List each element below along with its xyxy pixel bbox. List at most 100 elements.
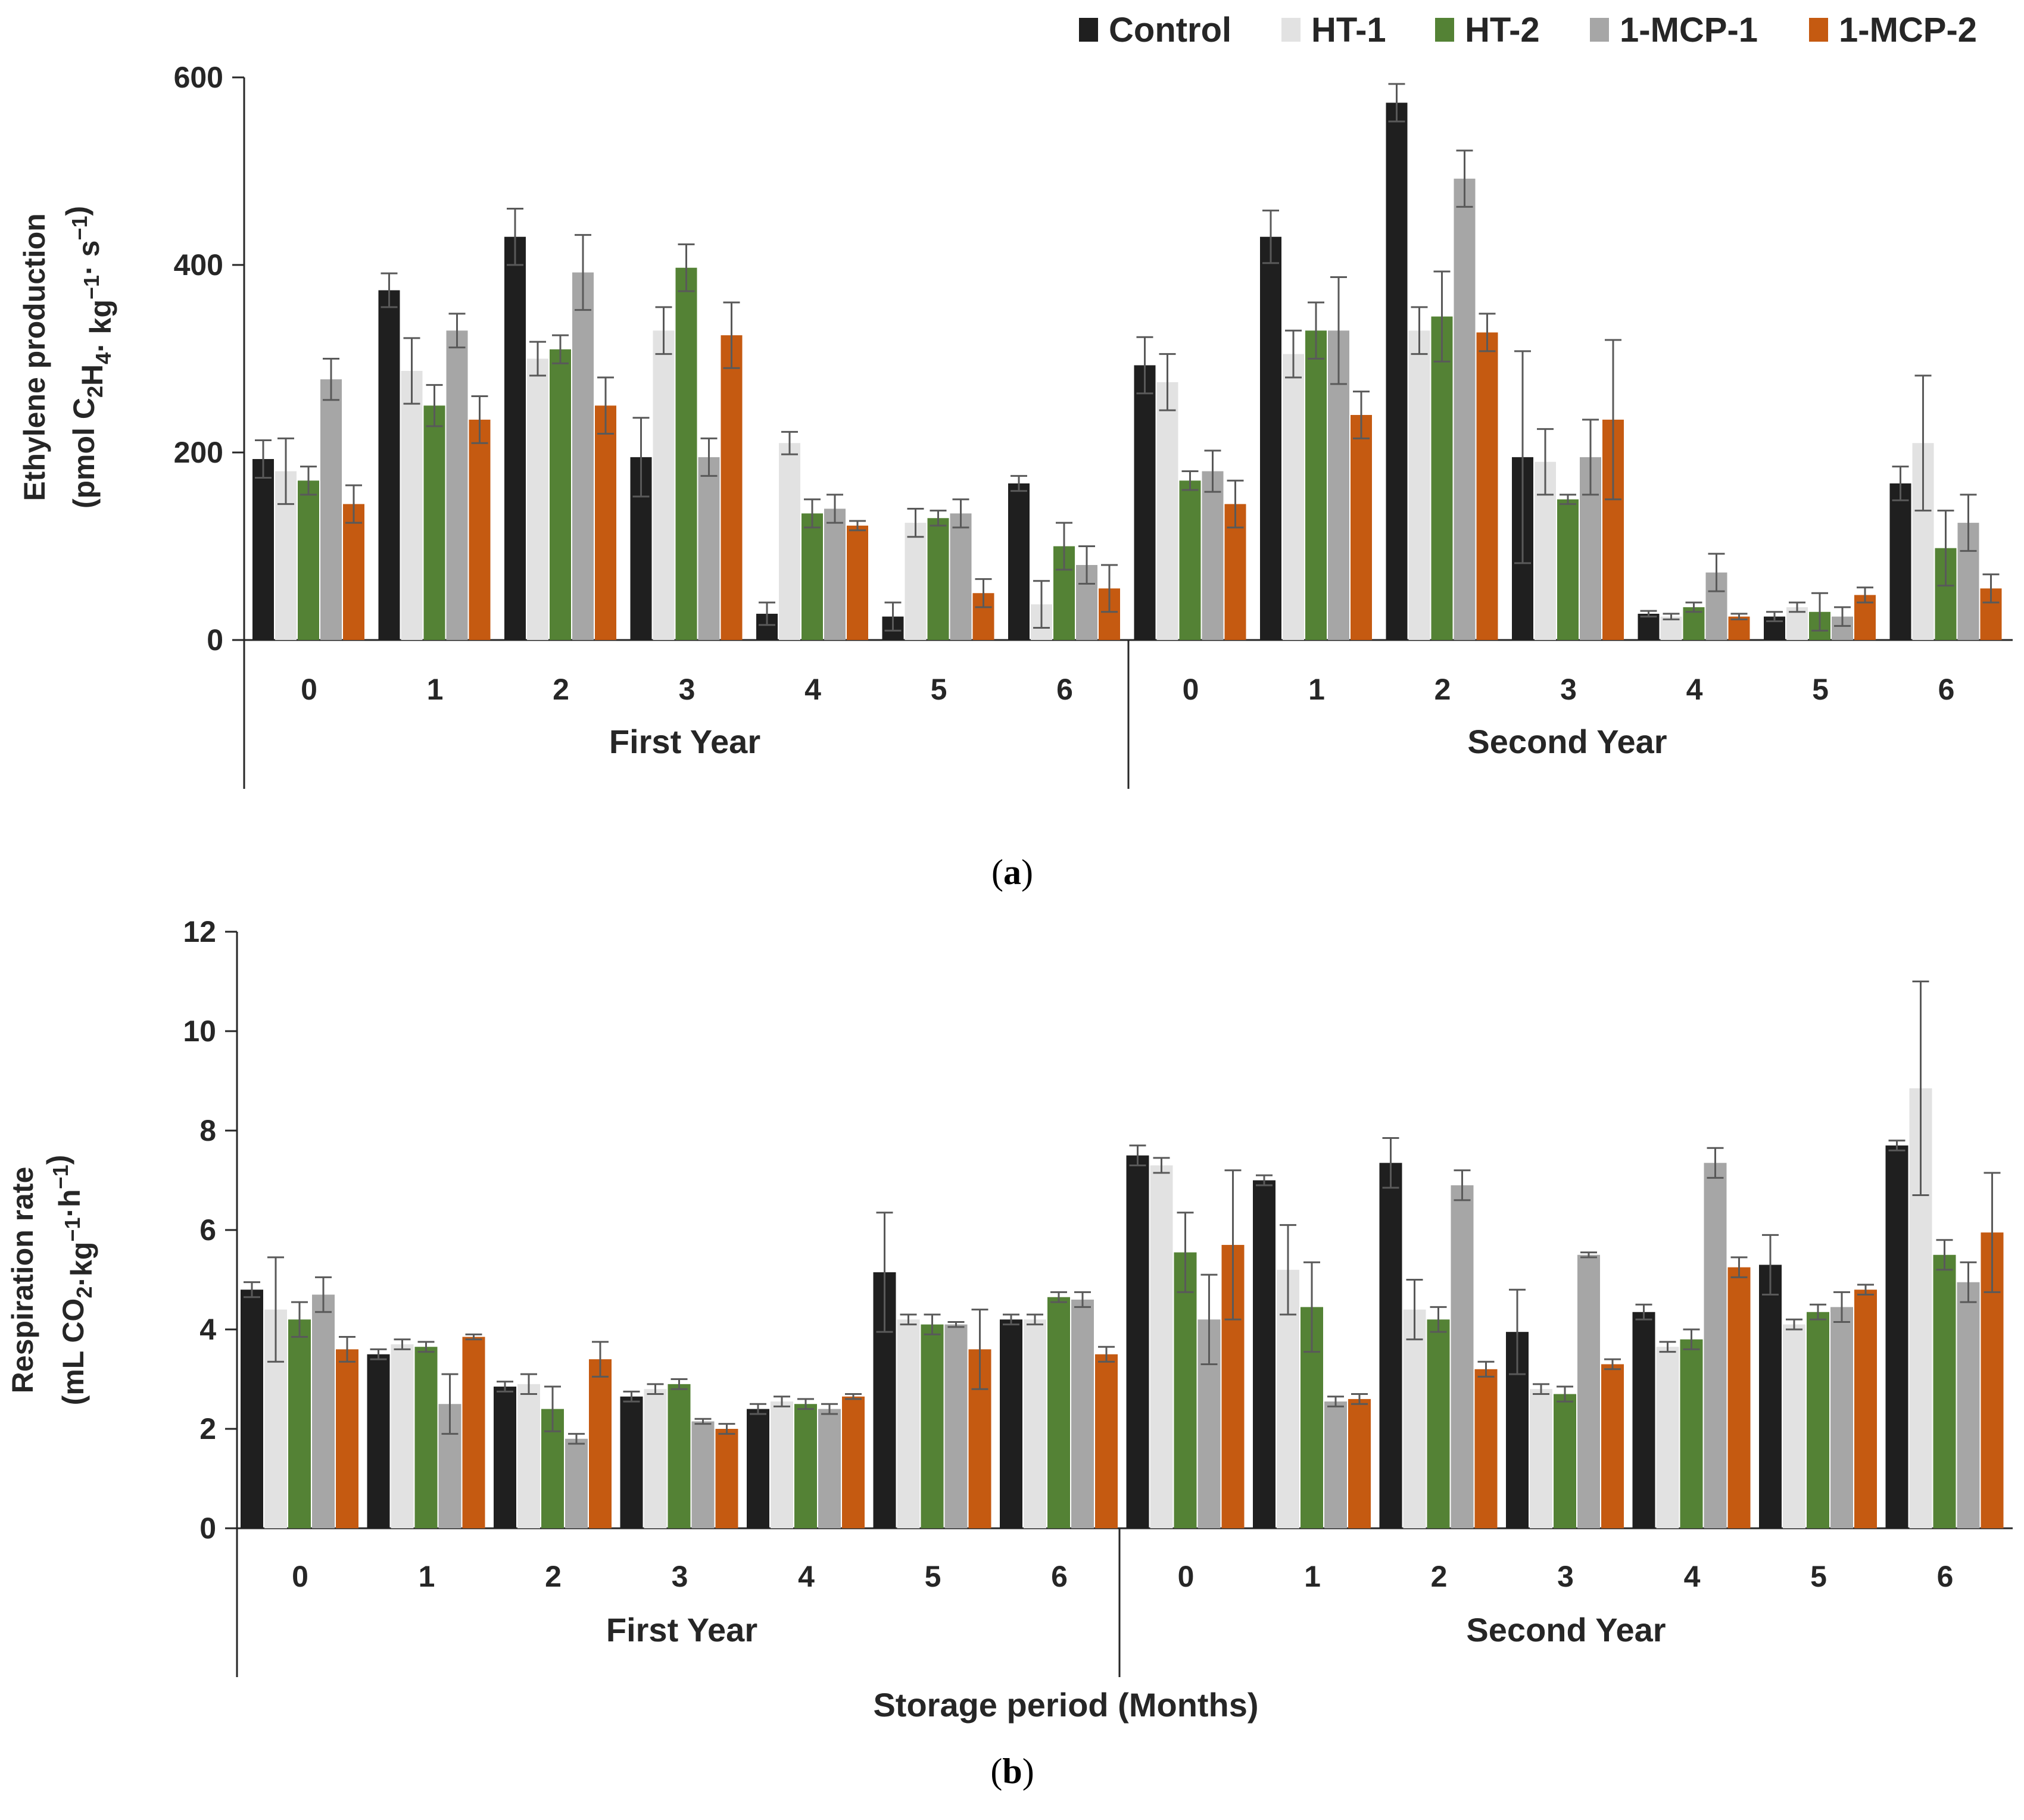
bar-control [1126, 1155, 1149, 1528]
bar-ht-1 [517, 1384, 540, 1528]
month-label: 6 [1938, 673, 1955, 706]
month-label: 4 [1686, 673, 1703, 706]
group-label-second-year: Second Year [1467, 723, 1667, 760]
x-axis-title: Storage period (Months) [873, 1686, 1258, 1724]
bar-control [1889, 483, 1911, 640]
bar-1-mcp-1 [446, 330, 468, 640]
bar-control [1632, 1312, 1655, 1528]
bar-ht-1 [391, 1344, 414, 1528]
bar-ht-2 [288, 1319, 311, 1528]
bar-ht-2 [550, 349, 571, 640]
bar-1-mcp-2 [721, 335, 743, 640]
bar-control [1134, 365, 1156, 640]
bar-1-mcp-2 [1095, 1354, 1118, 1528]
bar-ht-2 [423, 405, 445, 640]
month-label: 4 [798, 1560, 815, 1593]
y-axis-title-line1: Respiration rate [6, 1167, 39, 1394]
y-axis-title-text: Ethylene production [18, 213, 51, 501]
bar-1-mcp-1 [312, 1294, 335, 1528]
month-label: 1 [427, 673, 444, 706]
bar-ht-2 [298, 480, 319, 640]
bar-ht-1 [1660, 616, 1682, 640]
bar-1-mcp-1 [1830, 1307, 1853, 1528]
month-label: 0 [1183, 673, 1199, 706]
month-label: 6 [1051, 1560, 1068, 1593]
bar-ht-1 [1150, 1165, 1173, 1528]
bar-ht-1 [1656, 1347, 1679, 1528]
bar-1-mcp-2 [847, 525, 868, 640]
month-label: 3 [672, 1560, 688, 1593]
legend-swatch-1-mcp-2 [1809, 18, 1828, 42]
bar-1-mcp-1 [698, 457, 720, 640]
month-label: 0 [1178, 1560, 1195, 1593]
bar-ht-2 [1557, 499, 1579, 640]
bar-ht-1 [1403, 1309, 1426, 1528]
bar-1-mcp-1 [1704, 1163, 1727, 1528]
bar-1-mcp-2 [589, 1359, 612, 1528]
legend-swatch-control [1079, 18, 1098, 42]
bar-1-mcp-1 [320, 379, 342, 640]
bar-1-mcp-1 [1957, 1282, 1980, 1528]
y-tick-label: 0 [207, 623, 223, 657]
group-label-first-year: First Year [606, 1611, 757, 1649]
bar-1-mcp-2 [1728, 616, 1750, 640]
bar-control [1386, 102, 1408, 640]
y-tick-label: 2 [199, 1412, 216, 1446]
bar-ht-1 [1408, 330, 1430, 640]
bar-1-mcp-2 [1854, 1290, 1877, 1528]
bar-1-mcp-2 [336, 1349, 358, 1528]
bar-ht-2 [794, 1404, 817, 1528]
bar-control [504, 236, 526, 640]
panel-label: (a) [991, 853, 1033, 892]
bar-ht-1 [771, 1401, 793, 1528]
month-label: 5 [925, 1560, 941, 1593]
bar-control [1000, 1319, 1022, 1528]
bar-ht-2 [675, 267, 697, 641]
bar-1-mcp-1 [572, 272, 594, 641]
bar-ht-2 [1933, 1254, 1956, 1528]
y-axis-title-text: Respiration rate [6, 1167, 39, 1394]
bar-1-mcp-1 [1202, 471, 1224, 640]
month-label: 3 [679, 673, 696, 706]
bar-1-mcp-2 [595, 405, 616, 640]
bar-ht-1 [527, 358, 548, 640]
legend-label-ht-1: HT-1 [1311, 11, 1386, 49]
legend-swatch-ht-2 [1435, 18, 1454, 42]
month-label: 4 [804, 673, 821, 706]
bar-ht-1 [653, 330, 675, 640]
month-label: 0 [301, 673, 317, 706]
bar-1-mcp-1 [1324, 1401, 1347, 1528]
bar-ht-2 [1431, 316, 1453, 640]
month-label: 5 [1810, 1560, 1827, 1593]
bar-ht-2 [1179, 480, 1201, 640]
bar-ht-2 [414, 1347, 438, 1528]
bar-ht-1 [1156, 382, 1178, 640]
bar-control [378, 290, 400, 640]
month-label: 6 [1056, 673, 1073, 706]
bar-1-mcp-2 [1727, 1267, 1751, 1528]
bar-control [747, 1409, 769, 1528]
bar-ht-1 [905, 523, 927, 640]
y-tick-label: 10 [183, 1014, 216, 1048]
bar-1-mcp-2 [1601, 1364, 1624, 1528]
month-label: 3 [1560, 673, 1577, 706]
bar-1-mcp-1 [818, 1409, 841, 1528]
bar-ht-1 [1530, 1389, 1552, 1528]
bar-1-mcp-2 [715, 1429, 738, 1528]
bar-1-mcp-2 [1474, 1369, 1498, 1528]
bar-ht-1 [1783, 1324, 1805, 1528]
bar-control [1638, 613, 1660, 640]
y-tick-label: 12 [183, 915, 216, 948]
bar-1-mcp-1 [950, 513, 972, 640]
month-label: 3 [1557, 1560, 1574, 1593]
y-tick-label: 4 [199, 1313, 216, 1346]
y-tick-label: 6 [199, 1213, 216, 1247]
bar-control [252, 459, 274, 640]
y-axis-title-line1: Ethylene production [18, 213, 51, 501]
bar-control [1008, 483, 1030, 640]
month-label: 4 [1684, 1560, 1701, 1593]
y-axis-units-text: (mL CO2·kg−1·h−1) [41, 1155, 98, 1406]
y-tick-label: 200 [174, 436, 223, 469]
bar-ht-1 [897, 1319, 920, 1528]
